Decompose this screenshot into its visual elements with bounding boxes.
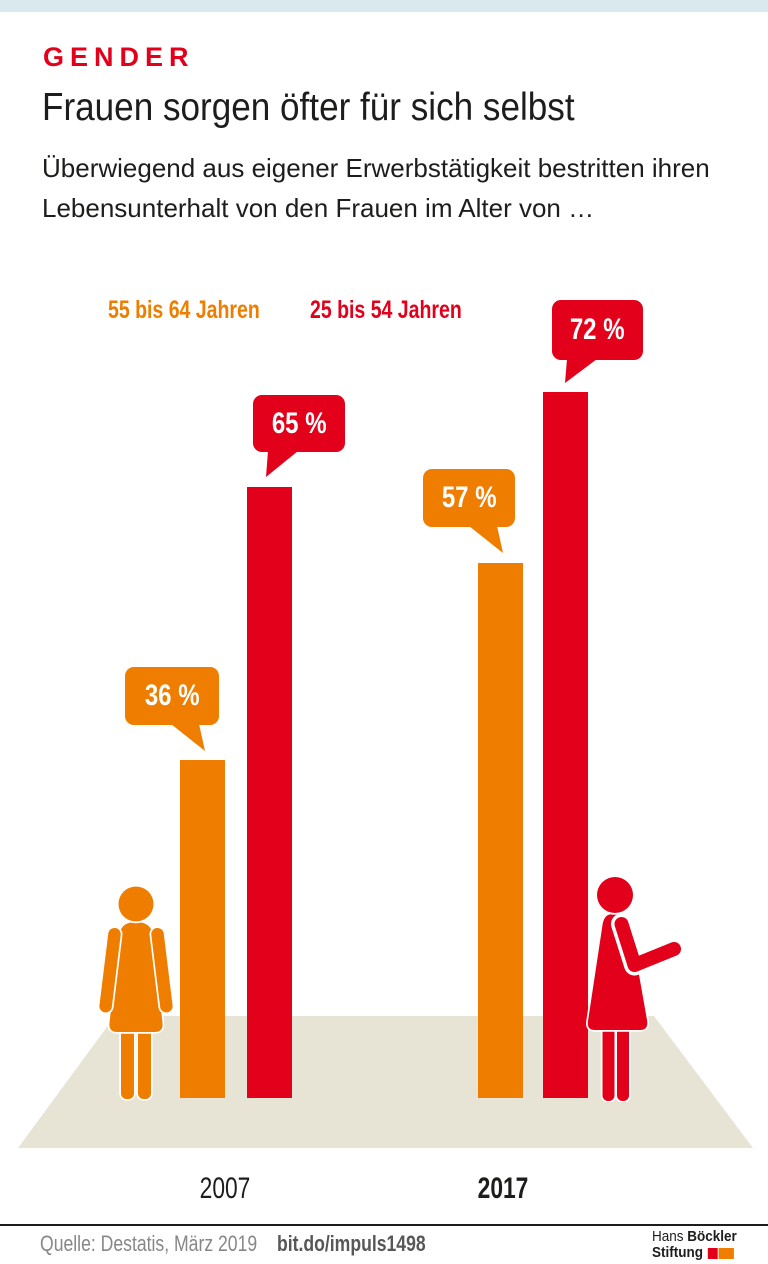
logo-stiftung: Stiftung xyxy=(652,1244,703,1261)
value-bubble-2007-25-54: 65 % xyxy=(253,395,345,477)
bubble-tail xyxy=(266,451,298,477)
logo-boeckler: Böckler xyxy=(687,1228,737,1245)
value-label: 65 % xyxy=(271,406,327,440)
value-label: 36 % xyxy=(144,679,200,712)
category-label-2017: 2017 xyxy=(477,1172,529,1205)
bar-2017-55-64 xyxy=(478,563,523,1098)
value-bubble-2017-25-54: 72 % xyxy=(552,300,643,383)
bubble-tail xyxy=(469,526,503,553)
woman-profile-icon xyxy=(586,875,682,1102)
value-bubble-2017-55-64: 57 % xyxy=(423,469,515,553)
page-title: Frauen sorgen öfter für sich selbst xyxy=(42,86,575,129)
bar-2007-55-64 xyxy=(180,760,225,1098)
footer-divider xyxy=(0,1224,768,1226)
logo-line-1: Hans Böckler xyxy=(652,1229,737,1245)
legend-item-25-54: 25 bis 54 Jahren xyxy=(310,296,462,324)
value-bubble-2007-55-64: 36 % xyxy=(125,667,219,751)
logo-red-square xyxy=(707,1247,718,1259)
legend-item-55-64: 55 bis 64 Jahren xyxy=(108,296,260,324)
logo-orange-square xyxy=(718,1247,734,1259)
logo-line-2: Stiftung xyxy=(652,1245,737,1261)
top-accent-band xyxy=(0,0,768,12)
bubble-tail xyxy=(171,724,205,751)
source-text: Quelle: Destatis, März 2019 xyxy=(40,1231,258,1256)
woman-front-icon xyxy=(97,884,175,1101)
bar-2017-25-54 xyxy=(543,392,588,1098)
bar-2007-25-54 xyxy=(247,487,292,1098)
bubble-tail xyxy=(565,359,597,383)
logo-hans: Hans xyxy=(652,1228,684,1245)
page-subtitle: Überwiegend aus eigener Erwerbstätigkeit… xyxy=(42,153,710,223)
value-label: 72 % xyxy=(570,313,625,346)
short-link-text: bit.do/impuls1498 xyxy=(277,1231,426,1256)
hans-boeckler-stiftung-logo: Hans Böckler Stiftung xyxy=(652,1229,737,1261)
category-label-2007: 2007 xyxy=(199,1172,251,1205)
category-eyebrow: GENDER xyxy=(43,42,195,72)
value-label: 57 % xyxy=(441,481,497,514)
